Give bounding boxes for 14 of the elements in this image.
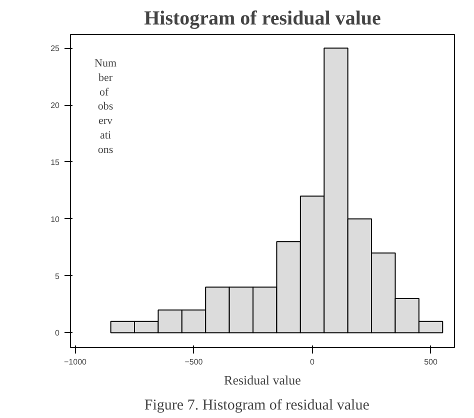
- y-tick-label: 15: [50, 158, 60, 167]
- y-tick-label: 10: [50, 214, 60, 224]
- caption: Figure 7. Histogram of residual value: [144, 398, 370, 414]
- y-tick-label: 25: [50, 44, 60, 54]
- x-tick-label: −1000: [64, 358, 88, 366]
- y-tick-label: 0: [55, 328, 60, 338]
- y-tick-label: 20: [50, 101, 60, 110]
- x-tick-label: −500: [184, 358, 204, 366]
- x-tick-label: 0: [310, 358, 316, 366]
- x-tick-label: 500: [424, 358, 438, 366]
- x-axis-title: Residual value: [224, 372, 302, 388]
- y-axis-title: Number of observations: [94, 58, 117, 156]
- chart-title: Histogram of residual value: [144, 8, 382, 30]
- y-tick-label: 5: [55, 272, 60, 281]
